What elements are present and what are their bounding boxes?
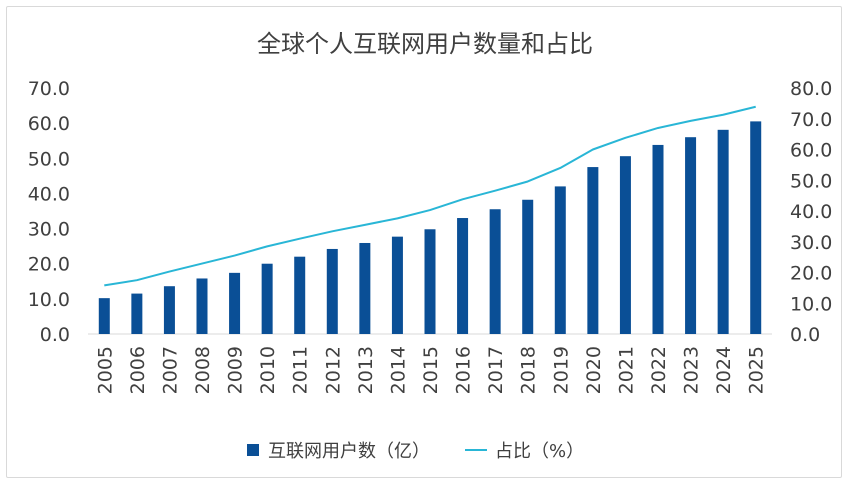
right-axis-tick-label: 0.0 <box>790 324 820 346</box>
left-axis-tick-label: 20.0 <box>28 254 70 276</box>
left-axis-tick-label: 30.0 <box>28 219 70 241</box>
right-axis-tick-label: 20.0 <box>790 263 832 285</box>
right-axis: 0.0 10.0 20.0 30.0 40.0 50.0 60.0 70.0 80.0 <box>790 78 832 346</box>
legend-bar-label: 互联网用户数（亿） <box>268 441 430 462</box>
bar-2009 <box>229 272 241 334</box>
bar-2007 <box>163 286 175 334</box>
x-tick-labels: 2005 2006 2007 2008 2009 2010 2011 2012 2013 2014… <box>94 346 767 394</box>
left-axis: 0.0 10.0 20.0 30.0 40.0 50.0 60.0 70.0 <box>28 78 70 346</box>
right-axis-tick-label: 60.0 <box>790 140 832 162</box>
right-axis-tick-label: 50.0 <box>790 170 832 192</box>
bar-2018 <box>522 199 534 334</box>
bar-2015 <box>424 229 436 334</box>
x-tick-label: 2010 <box>257 346 279 394</box>
right-axis-tick-label: 70.0 <box>790 109 832 131</box>
left-axis-tick-label: 10.0 <box>28 289 70 311</box>
left-axis-tick-label: 0.0 <box>40 324 70 346</box>
left-axis-tick-label: 60.0 <box>28 113 70 135</box>
x-tick-label: 2014 <box>387 346 409 394</box>
left-axis-tick-label: 50.0 <box>28 148 70 170</box>
x-tick-label: 2021 <box>615 346 637 394</box>
x-tick-label: 2016 <box>453 346 475 394</box>
x-tick-label: 2007 <box>159 346 181 394</box>
chart-frame <box>6 6 842 478</box>
x-tick-label: 2019 <box>550 346 572 394</box>
x-tick-label: 2013 <box>355 346 377 394</box>
left-axis-tick-label: 40.0 <box>28 183 70 205</box>
right-axis-tick-label: 80.0 <box>790 78 832 100</box>
x-tick-label: 2023 <box>681 346 703 394</box>
line-series-group <box>104 105 756 287</box>
left-axis-tick-label: 70.0 <box>28 78 70 100</box>
x-tick-label: 2017 <box>485 346 507 394</box>
bar-2017 <box>489 209 501 334</box>
x-tick-label: 2009 <box>225 346 247 394</box>
bar-2016 <box>457 218 469 334</box>
bar-2025 <box>750 121 762 334</box>
bar-2010 <box>261 263 273 334</box>
bar-2024 <box>717 129 729 334</box>
chart-title: 全球个人互联网用户数量和占比 <box>257 30 593 58</box>
bar-2011 <box>294 256 306 334</box>
bar-2005 <box>98 298 110 334</box>
x-tick-label: 2015 <box>420 346 442 394</box>
legend: 互联网用户数（亿） 占比（%） <box>247 441 584 462</box>
bar-2006 <box>131 293 143 334</box>
x-tick-label: 2022 <box>648 346 670 394</box>
x-tick-label: 2018 <box>518 346 540 394</box>
x-tick-label: 2020 <box>583 346 605 394</box>
x-tick-label: 2011 <box>290 346 312 394</box>
bar-2008 <box>196 278 208 334</box>
x-tick-label: 2006 <box>127 346 149 394</box>
x-tick-label: 2012 <box>322 346 344 394</box>
legend-bar-swatch <box>247 444 259 456</box>
legend-line-label: 占比（%） <box>495 441 584 462</box>
x-tick-label: 2024 <box>713 346 735 394</box>
bar-2019 <box>554 186 566 334</box>
x-tick-label: 2008 <box>192 346 214 394</box>
x-tick-label: 2025 <box>746 346 768 394</box>
bar-2021 <box>619 156 631 334</box>
bars-group <box>98 121 762 334</box>
bar-2023 <box>685 137 697 334</box>
x-tick-label: 2005 <box>94 346 116 394</box>
bar-2020 <box>587 167 599 334</box>
bar-2012 <box>326 248 338 334</box>
right-axis-tick-label: 40.0 <box>790 201 832 223</box>
bar-2014 <box>391 236 403 334</box>
right-axis-tick-label: 10.0 <box>790 293 832 315</box>
bar-2013 <box>359 242 371 334</box>
right-axis-tick-label: 30.0 <box>790 232 832 254</box>
bar-2022 <box>652 144 664 334</box>
